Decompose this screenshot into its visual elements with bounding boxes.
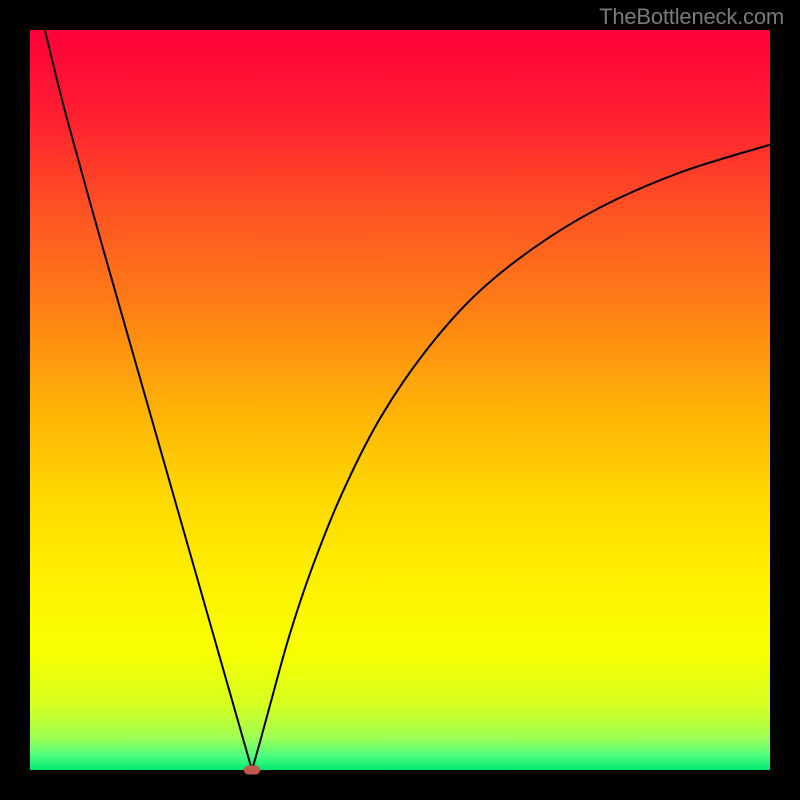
bottleneck-chart: TheBottleneck.com [0,0,800,800]
optimum-marker [244,766,260,775]
watermark-label: TheBottleneck.com [599,4,784,30]
plot-background [30,30,770,770]
chart-svg [0,0,800,800]
